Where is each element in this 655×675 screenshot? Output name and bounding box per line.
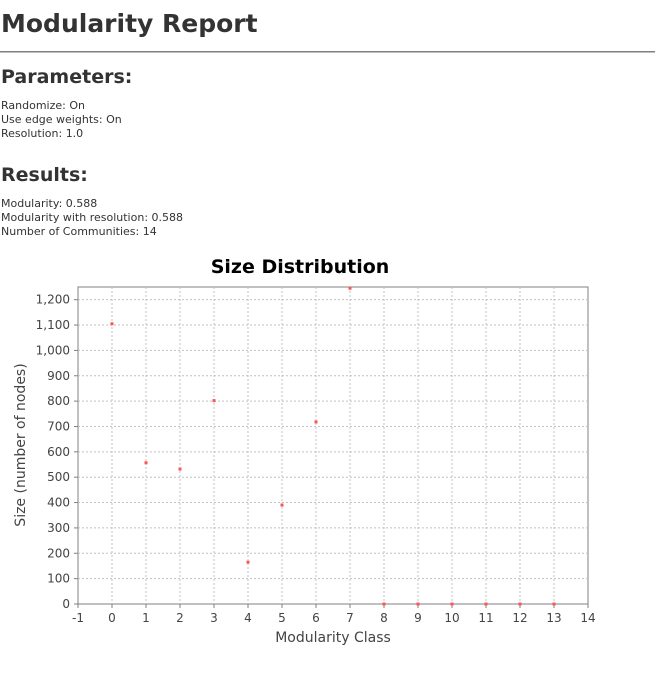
parameter-label: Use edge weights [1,113,99,126]
y-tick-label: 100 [47,572,70,586]
y-tick-label: 600 [47,445,70,459]
y-tick-label: 700 [47,419,70,433]
x-tick-label: 1 [142,611,150,625]
y-tick-label: 200 [47,546,70,560]
x-tick-label: 12 [512,611,527,625]
data-point [280,503,284,507]
y-tick-label: 400 [47,496,70,510]
x-tick-label: 0 [108,611,116,625]
y-tick-label: 900 [47,369,70,383]
data-point [110,322,114,326]
grid-lines [78,287,588,604]
x-tick-label: 4 [244,611,252,625]
parameter-randomize: Randomize: On [1,99,85,112]
x-tick-label: 6 [312,611,320,625]
x-tick-label: 2 [176,611,184,625]
plot-area [77,286,589,605]
y-tick-label: 1,200 [36,293,70,307]
result-modularity-resolution: Modularity with resolution: 0.588 [1,211,184,224]
size-distribution-chart: Size Distribution 0100200300400500600700… [13,256,596,646]
parameter-value: On [106,113,122,126]
parameter-label: Randomize [1,99,63,112]
y-tick-label: 1,100 [36,318,70,332]
title-divider [0,51,655,53]
data-point [212,399,216,403]
data-point [484,602,488,606]
parameter-label: Resolution [1,127,59,140]
data-point [518,602,522,606]
x-axis-label: Modularity Class [275,630,391,646]
x-tick-label: 8 [380,611,388,625]
data-point [246,560,250,564]
y-axis-label: Size (number of nodes) [13,363,29,526]
x-tick-label: 7 [346,611,354,625]
x-tick-label: 9 [414,611,422,625]
x-tick-label: 11 [478,611,493,625]
y-tick-label: 0 [62,597,70,611]
parameter-value: On [69,99,85,112]
y-tick-label: 1,000 [36,343,70,357]
result-value: 0.588 [65,197,98,210]
report-title: Modularity Report [1,9,258,38]
parameter-value: 1.0 [65,127,84,140]
chart-title: Size Distribution [211,256,390,278]
y-tick-label: 800 [47,394,70,408]
y-tick-label: 300 [47,521,70,535]
result-label: Modularity with resolution [1,211,145,224]
data-points [110,286,556,606]
x-tick-label: 13 [546,611,561,625]
x-tick-label: 5 [278,611,286,625]
parameter-resolution: Resolution: 1.0 [1,127,84,140]
result-value: 14 [142,225,157,238]
x-tick-label: 3 [210,611,218,625]
results-heading: Results: [1,164,88,186]
data-point [348,286,352,290]
data-point [450,602,454,606]
result-label: Number of Communities [1,225,136,238]
data-point [144,461,148,465]
data-point [552,602,556,606]
x-tick-label: 14 [580,611,595,625]
data-point [416,602,420,606]
x-tick-label: -1 [72,611,84,625]
result-modularity: Modularity: 0.588 [1,197,98,210]
parameter-edge-weights: Use edge weights: On [1,113,122,126]
y-axis-ticks: 0 100 200 300 400 500 600 700 800 900 1,000 1,100 1,… [36,293,78,611]
data-point [314,420,318,424]
result-communities: Number of Communities: 14 [1,225,157,238]
parameters-heading: Parameters: [1,66,133,88]
result-label: Modularity [1,197,59,210]
data-point [178,467,182,471]
x-tick-label: 10 [444,611,459,625]
y-tick-label: 500 [47,470,70,484]
data-point [382,602,386,606]
x-axis-ticks: -1 0 1 2 3 4 5 6 7 8 9 10 11 12 13 14 [72,604,596,625]
result-value: 0.588 [151,211,184,224]
